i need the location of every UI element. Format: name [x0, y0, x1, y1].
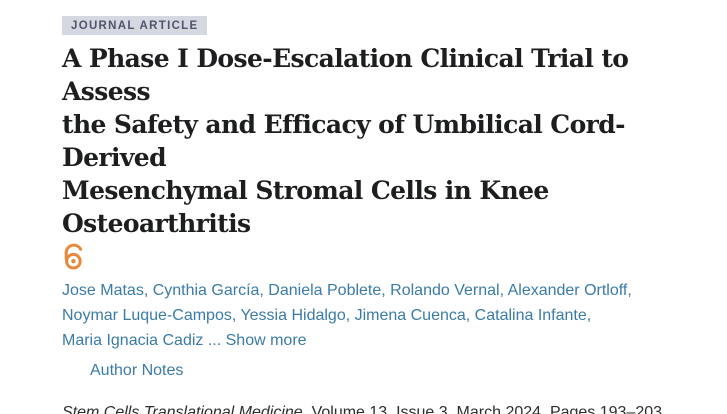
author-list-line-2[interactable]: Noymar Luque-Campos, Yessia Hidalgo, Jim…	[62, 307, 592, 324]
author-list-line-1[interactable]: Jose Matas, Cynthia García, Daniela Pobl…	[62, 282, 632, 299]
article-title-line-1: A Phase I Dose-Escalation Clinical Trial…	[62, 44, 629, 106]
open-access-row	[62, 243, 687, 270]
citation-details: , Volume 13, Issue 3, March 2024, Pages …	[302, 404, 667, 414]
article-title-line-2: the Safety and Efficacy of Umbilical Cor…	[62, 110, 626, 172]
author-notes-link[interactable]: Author Notes	[90, 362, 184, 379]
show-more-link[interactable]: Show more	[225, 332, 307, 349]
journal-article-badge: JOURNAL ARTICLE	[62, 16, 208, 35]
citation-line: Stem Cells Translational Medicine, Volum…	[62, 401, 687, 414]
author-list-line-3: Maria Ignacia Cadiz ... Show more	[62, 328, 687, 353]
open-access-lock-icon	[62, 243, 687, 270]
author-list: Jose Matas, Cynthia García, Daniela Pobl…	[62, 278, 687, 353]
article-title-line-3: Mesenchymal Stromal Cells in Knee Osteoa…	[62, 176, 549, 238]
article-title: A Phase I Dose-Escalation Clinical Trial…	[62, 42, 687, 240]
author-list-last[interactable]: Maria Ignacia Cadiz ...	[62, 332, 226, 349]
journal-name: Stem Cells Translational Medicine	[62, 404, 303, 414]
